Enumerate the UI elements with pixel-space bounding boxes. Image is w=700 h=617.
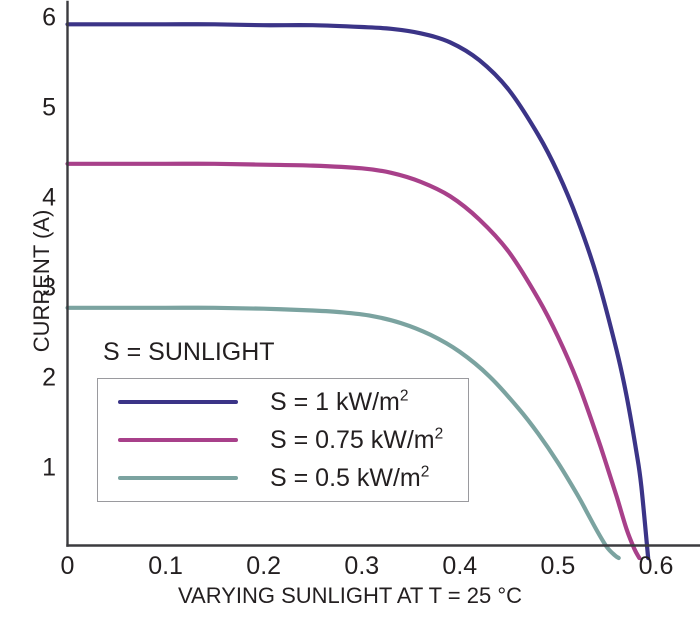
series-curve-0 bbox=[65, 22, 651, 561]
x-tick-label: 0.1 bbox=[148, 552, 183, 580]
y-tick-label: 6 bbox=[42, 3, 56, 32]
y-tick-label: 5 bbox=[42, 93, 56, 122]
legend-swatch-icon bbox=[118, 476, 238, 480]
legend: S = 1 kW/m2 S = 0.75 kW/m2 S = 0.5 kW/m2 bbox=[97, 378, 469, 502]
y-tick-label: 1 bbox=[42, 453, 56, 482]
legend-swatch-icon bbox=[118, 438, 238, 442]
x-axis-title: VARYING SUNLIGHT AT T = 25 °C bbox=[177, 583, 523, 608]
x-tick-label: 0.4 bbox=[442, 552, 478, 580]
series-group bbox=[65, 22, 651, 561]
sunlight-annotation: S = SUNLIGHT bbox=[103, 338, 275, 366]
legend-item-0[interactable]: S = 1 kW/m2 bbox=[98, 383, 468, 421]
x-tick-label: 0.2 bbox=[246, 552, 282, 580]
legend-label: S = 0.5 kW/m2 bbox=[270, 463, 430, 492]
y-tick-label: 3 bbox=[42, 273, 56, 302]
legend-label: S = 1 kW/m2 bbox=[270, 387, 409, 416]
y-tick-label: 2 bbox=[42, 363, 56, 392]
legend-label: S = 0.75 kW/m2 bbox=[270, 425, 444, 454]
x-tick-label: 0.6 bbox=[638, 552, 674, 580]
y-tick-label: 4 bbox=[42, 183, 56, 212]
legend-item-2[interactable]: S = 0.5 kW/m2 bbox=[98, 459, 468, 497]
legend-item-1[interactable]: S = 0.75 kW/m2 bbox=[98, 421, 468, 459]
x-tick-label: 0.3 bbox=[344, 552, 380, 580]
x-tick-label: 0 bbox=[60, 552, 75, 580]
series-curve-2 bbox=[65, 305, 621, 561]
x-tick-label: 0.5 bbox=[540, 552, 576, 580]
legend-swatch-icon bbox=[118, 400, 238, 404]
series-curve-1 bbox=[65, 161, 642, 561]
